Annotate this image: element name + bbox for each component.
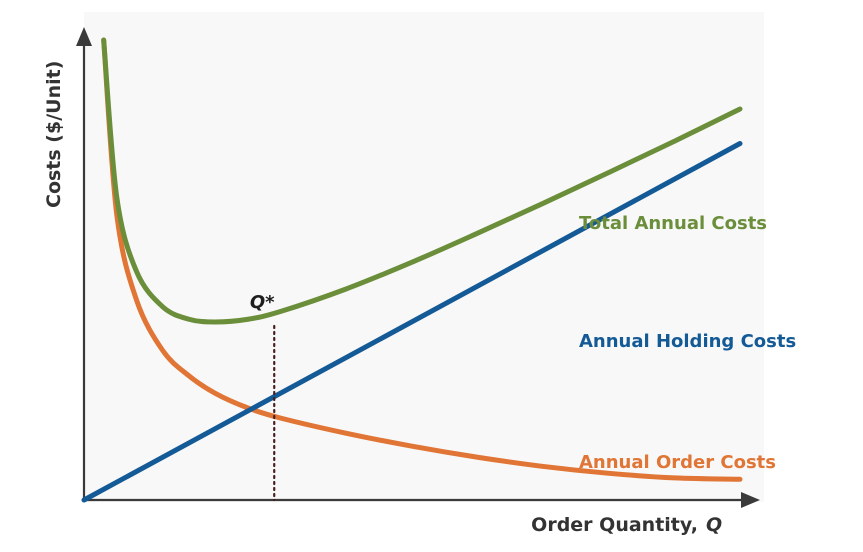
annual-holding-costs-curve	[81, 141, 743, 503]
x-axis-arrow	[741, 492, 760, 508]
x-axis-label-variable: Q	[706, 514, 722, 536]
total-annual-costs-label: Total Annual Costs	[579, 213, 767, 234]
series-layer	[81, 37, 743, 503]
y-axis-arrow	[76, 27, 92, 46]
optimum-label: Q*	[250, 292, 275, 313]
x-axis-label: Order Quantity,	[531, 514, 698, 536]
x-axis-label-text: Order Quantity,	[531, 514, 698, 536]
annual-order-costs-curve	[101, 37, 743, 482]
total-annual-costs-curve	[101, 37, 743, 325]
series-label-layer: Total Annual Costs Annual Holding Costs An…	[579, 213, 796, 473]
annual-order-costs-label: Annual Order Costs	[579, 452, 776, 473]
y-axis-label: Costs ($/Unit)	[43, 61, 65, 208]
annual-holding-costs-label: Annual Holding Costs	[579, 331, 796, 352]
